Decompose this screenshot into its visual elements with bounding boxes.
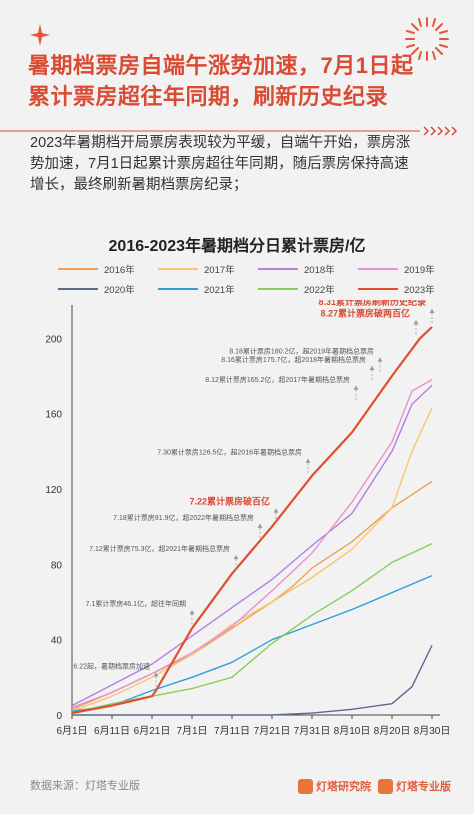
annotation-label: 6.22起，暑期档票房加速 — [73, 662, 150, 671]
x-tick-label: 7月1日 — [176, 725, 207, 737]
series-line-2023 — [71, 326, 433, 715]
annotation-arrow — [273, 508, 279, 513]
chart-title: 2016-2023年暑期档分日累计票房/亿 — [108, 238, 366, 255]
logo-pro-text: 灯塔专业版 — [396, 781, 451, 793]
legend-item: 2018年 — [258, 262, 335, 276]
page-header: 暑期档票房自端午涨势加速，7月1日起 累计票房超往年同期，刷新历史纪录 — [28, 50, 446, 112]
annotation-arrow — [369, 366, 375, 371]
annotation-arrow — [353, 385, 359, 390]
annotation-arrow — [377, 357, 383, 362]
annotation-arrow — [413, 320, 419, 325]
legend-label: 2020年 — [104, 285, 135, 296]
series-line-2022 — [71, 542, 433, 714]
legend-label: 2023年 — [404, 285, 435, 296]
annotation-label: 8.16累计票房175.7亿，超2018年暑期档总票房 — [221, 355, 366, 364]
legend-label: 2016年 — [104, 265, 135, 276]
line-chart: 0 40 80 120 160 200 6月1日 6月11日 6月21日 7月1日 7月11日 7月2… — [45, 300, 451, 737]
legend-label: 2021年 — [204, 285, 235, 296]
legend-item: 2016年 — [58, 262, 135, 276]
x-tick-label: 7月21日 — [254, 725, 291, 737]
annotation-label: 8.31累计票房刷新历史纪录 — [318, 300, 426, 307]
legend-item: 2021年 — [158, 282, 235, 296]
annotation-label: 8.18累计票房180.2亿，超2019年暑期档总票房 — [229, 347, 374, 356]
annotation-arrow — [305, 458, 311, 463]
page-title-line1: 暑期档票房自端午涨势加速，7月1日起 — [28, 53, 414, 78]
intro-line: 2023年暑期档开局票房表现较为平缓，自端午开始，票房涨 — [30, 135, 411, 151]
legend-label: 2022年 — [304, 285, 335, 296]
annotation-label: 7.18累计票房91.9亿，超2022年暑期档总票房 — [113, 513, 254, 522]
x-tick-label: 7月11日 — [214, 725, 250, 737]
intro-line: 增长，最终刷新暑期档票房纪录； — [30, 177, 248, 193]
x-tick-label: 6月11日 — [94, 725, 130, 737]
x-tick-label: 8月10日 — [334, 725, 371, 737]
x-tick-label: 6月1日 — [56, 725, 87, 737]
legend-swatch — [158, 268, 198, 270]
x-tick-label: 7月31日 — [294, 725, 331, 737]
annotation-arrow — [189, 610, 195, 615]
x-tick-label: 8月30日 — [414, 725, 451, 737]
y-tick-label: 0 — [56, 711, 62, 722]
legend-item: 2020年 — [58, 282, 135, 296]
legend-label: 2017年 — [204, 265, 235, 276]
y-tick-label: 40 — [51, 636, 63, 647]
legend-item: 2022年 — [258, 282, 335, 296]
lighthouse-pro-logo-icon — [378, 778, 393, 794]
legend-item: 2019年 — [358, 262, 435, 276]
y-tick-label: 120 — [45, 485, 62, 496]
series-line-2018 — [71, 384, 433, 707]
legend-swatch — [58, 268, 98, 270]
annotation-label: 7.12累计票房75.3亿，超2021年暑期档总票房 — [89, 544, 230, 553]
series-line-2021 — [71, 574, 433, 712]
legend-swatch — [58, 288, 98, 290]
annotation-label: 7.1累计票房46.1亿，超往年同期 — [86, 599, 186, 608]
annotation-label: 7.22累计票房破百亿 — [189, 496, 270, 507]
intro-paragraph: 2023年暑期档开局票房表现较为平缓，自端午开始，票房涨 势加速，7月1日起累计… — [30, 133, 448, 196]
intro-line: 势加速，7月1日起累计票房超往年同期，随后票房保持高速 — [30, 156, 409, 172]
logo-research: 灯塔研究院 — [298, 778, 371, 794]
y-tick-label: 80 — [51, 560, 63, 571]
x-tick-label: 6月21日 — [134, 725, 171, 737]
legend-swatch — [158, 288, 198, 290]
series-line-2020 — [72, 644, 433, 716]
sparkle-icon — [30, 24, 50, 46]
y-tick-label: 160 — [45, 410, 62, 421]
legend-label: 2019年 — [404, 265, 435, 276]
legend-swatch — [258, 268, 298, 270]
annotation-arrow — [257, 523, 263, 528]
legend-swatch — [358, 268, 398, 270]
annotation-arrow — [233, 555, 239, 560]
x-tick-label: 8月20日 — [374, 725, 411, 737]
legend-item: 2023年 — [358, 282, 435, 296]
legend-item: 2017年 — [158, 262, 235, 276]
logo-research-text: 灯塔研究院 — [316, 781, 371, 793]
lighthouse-logo-icon — [298, 778, 313, 794]
annotation-arrow — [153, 672, 159, 677]
data-source: 数据来源：灯塔专业版 — [30, 780, 140, 792]
y-tick-label: 200 — [45, 334, 62, 345]
series-line-2019 — [71, 379, 433, 709]
series-line-2017 — [71, 407, 433, 712]
annotation-label: 8.27累计票房破两百亿 — [320, 307, 410, 318]
legend-swatch — [358, 288, 398, 290]
title-divider — [0, 126, 458, 136]
firework-icon — [405, 17, 449, 61]
annotation-arrow — [429, 308, 435, 313]
legend-swatch — [258, 288, 298, 290]
annotation-label: 7.30累计票房126.5亿，超2016年暑期档总票房 — [157, 448, 302, 457]
page-title-line2: 累计票房超往年同期，刷新历史纪录 — [28, 84, 389, 109]
legend-label: 2018年 — [304, 265, 335, 276]
logo-pro: 灯塔专业版 — [378, 778, 451, 794]
annotation-label: 8.12累计票房165.2亿，超2017年暑期档总票房 — [205, 375, 350, 384]
